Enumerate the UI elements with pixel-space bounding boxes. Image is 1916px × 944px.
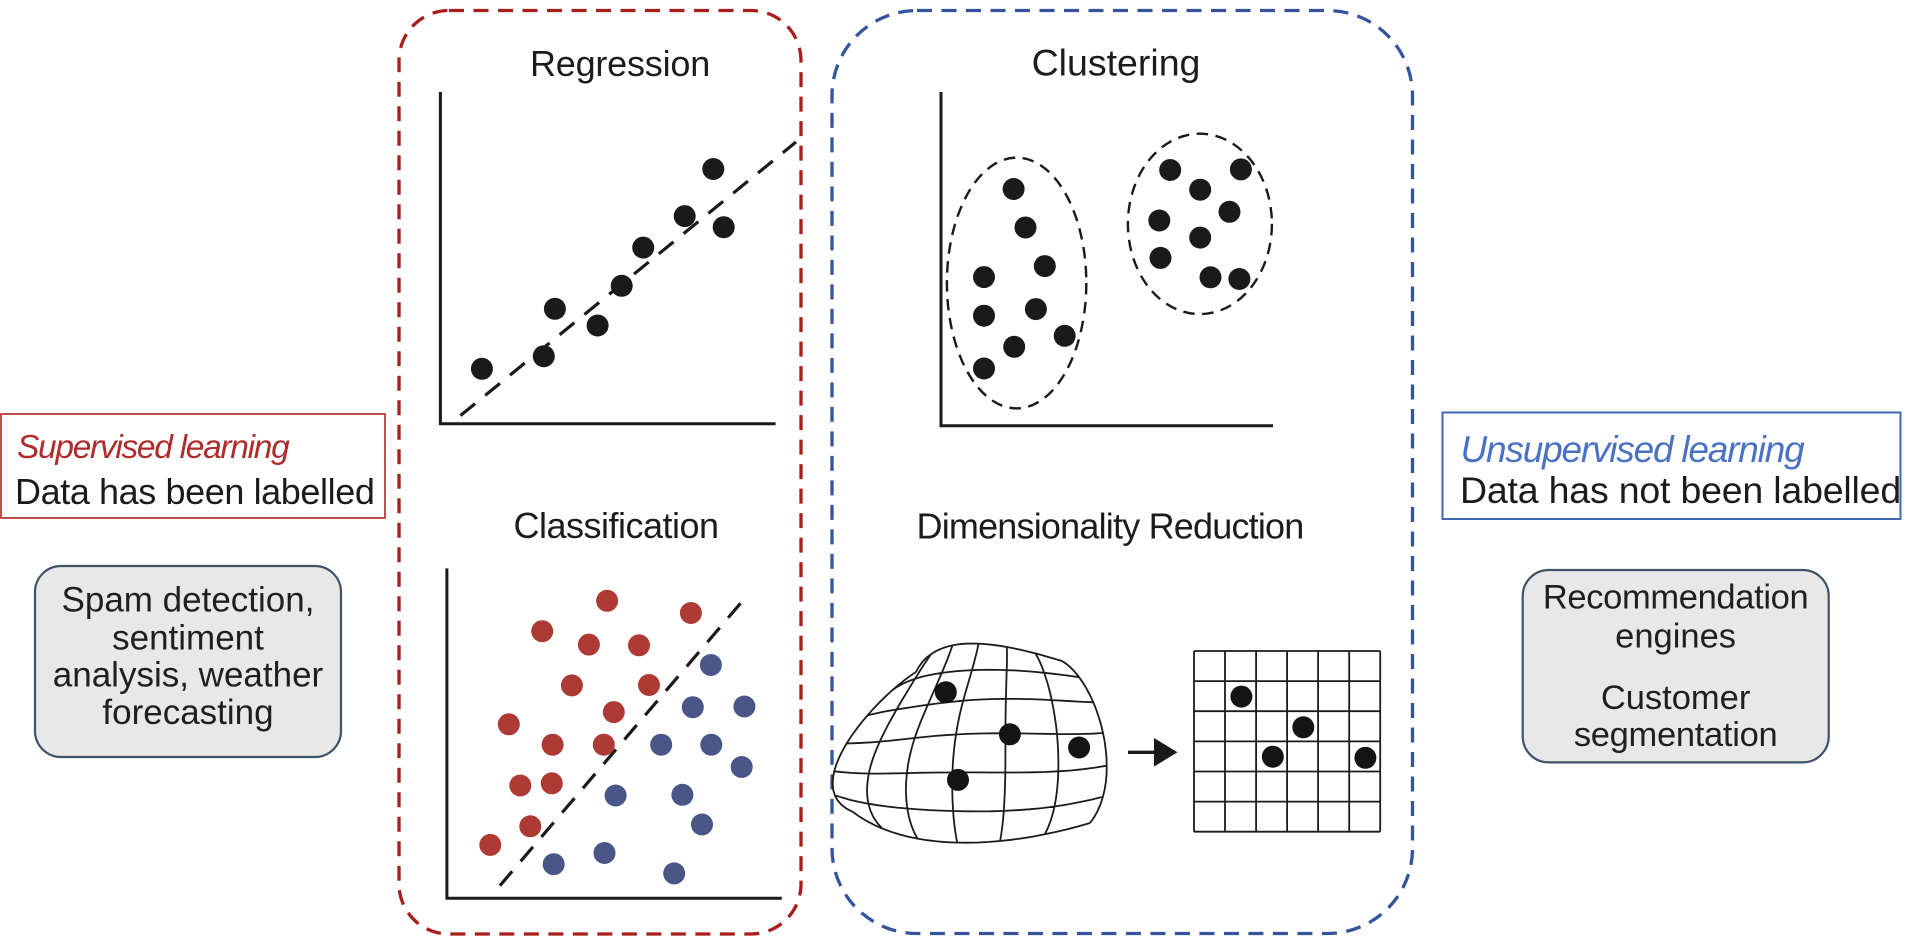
svg-text:segmentation: segmentation [1574,716,1778,754]
svg-text:Unsupervised learning: Unsupervised learning [1461,429,1806,470]
svg-text:Classification: Classification [513,505,718,546]
svg-text:sentiment: sentiment [112,618,264,657]
svg-text:Recommendation: Recommendation [1543,579,1809,617]
svg-text:forecasting: forecasting [102,693,273,732]
svg-text:Clustering: Clustering [1032,42,1201,84]
svg-text:engines: engines [1615,617,1736,655]
svg-text:Regression: Regression [530,43,710,84]
svg-text:Dimensionality Reduction: Dimensionality Reduction [917,506,1304,547]
svg-text:analysis, weather: analysis, weather [53,656,324,695]
svg-text:Data has not been labelled: Data has not been labelled [1460,469,1901,511]
svg-text:Customer: Customer [1601,679,1751,717]
svg-text:Supervised learning: Supervised learning [17,429,290,466]
svg-text:Data has been labelled: Data has been labelled [15,471,374,512]
svg-text:Spam detection,: Spam detection, [62,581,315,620]
